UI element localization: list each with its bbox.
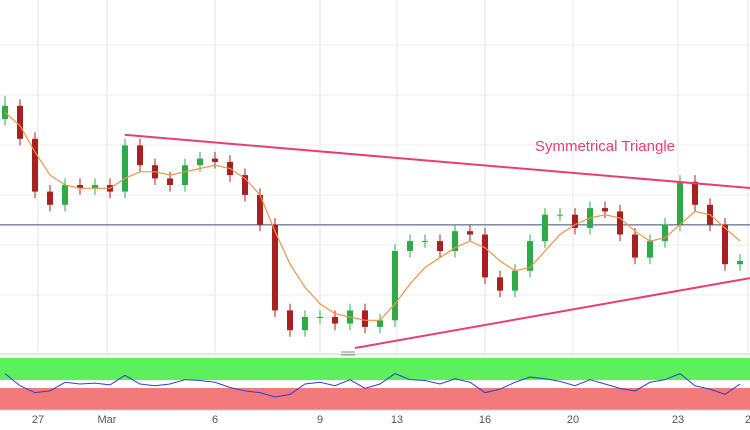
x-tick-label: 6 — [212, 414, 218, 426]
candle-body — [167, 178, 173, 185]
candle-body — [407, 241, 413, 251]
candle-body — [272, 224, 278, 311]
candle-body — [392, 251, 398, 321]
candle-body — [197, 158, 203, 166]
candle-body — [467, 231, 473, 235]
x-tick-label: 23 — [672, 414, 684, 426]
trend-line — [354, 277, 750, 350]
rsi-oversold-zone — [0, 388, 750, 410]
rsi-overbought-zone — [0, 358, 750, 380]
candle-body — [332, 317, 338, 324]
x-tick-label: 20 — [567, 414, 579, 426]
candle-body — [512, 270, 518, 291]
x-tick-label: 16 — [479, 414, 491, 426]
candle-body — [482, 234, 488, 278]
rsi-line — [4, 373, 741, 398]
x-tick-label: 13 — [391, 414, 403, 426]
candle-body — [242, 175, 248, 195]
x-tick-label: 9 — [317, 414, 323, 426]
candle-body — [317, 317, 323, 318]
candle-body — [632, 234, 638, 258]
candle-body — [182, 165, 188, 185]
candle-body — [32, 138, 38, 192]
candle-body — [722, 224, 728, 265]
moving-average — [4, 111, 741, 321]
handle-icon — [341, 351, 355, 356]
candle-body — [377, 320, 383, 327]
candle-body — [287, 310, 293, 331]
candle-body — [212, 158, 218, 162]
candle-body — [497, 277, 503, 291]
candle-body — [662, 224, 668, 242]
candle-body — [122, 145, 128, 192]
x-tick-label: 27 — [32, 414, 44, 426]
candle-body — [647, 241, 653, 258]
annotation: Symmetrical Triangle — [535, 138, 675, 155]
candle-body — [92, 185, 98, 189]
candle-body — [302, 317, 308, 331]
candle-body — [437, 241, 443, 251]
candle-body — [557, 214, 563, 216]
candle-body — [257, 194, 263, 225]
candle-body — [362, 310, 368, 327]
candle-body — [17, 105, 23, 139]
x-tick-label: Mar — [98, 414, 117, 426]
candle-body — [527, 241, 533, 271]
candle-body — [737, 260, 743, 265]
candle-body — [677, 181, 683, 225]
candle-body — [422, 241, 428, 243]
candle-body — [617, 211, 623, 235]
candle-body — [452, 231, 458, 251]
trend-line — [124, 133, 750, 189]
candle-body — [77, 185, 83, 189]
x-tick-label: 2 — [745, 414, 750, 426]
candle-body — [62, 185, 68, 205]
candle-body — [572, 214, 578, 228]
candle-body — [542, 214, 548, 242]
candle-body — [137, 145, 143, 166]
candle-body — [602, 208, 608, 212]
candle-body — [692, 181, 698, 205]
candle-body — [47, 191, 53, 205]
